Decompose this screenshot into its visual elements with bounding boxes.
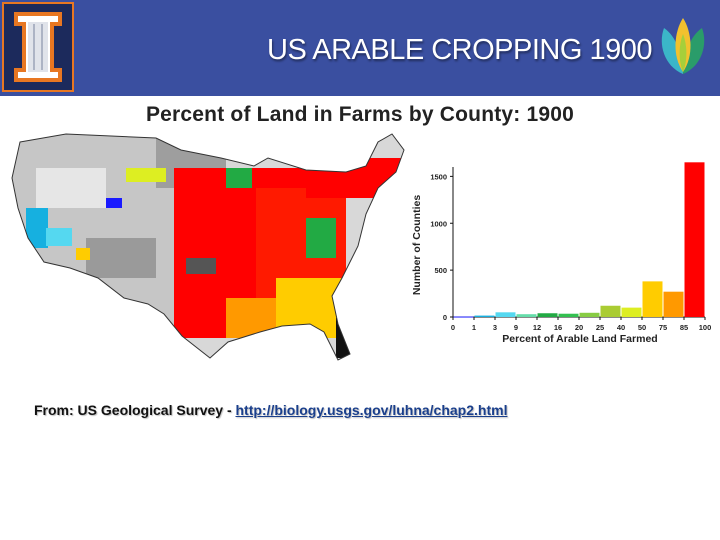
y-axis-label: Number of Counties [411,195,423,295]
x-tick-label: 16 [554,323,562,332]
source-link[interactable]: http://biology.usgs.gov/luhna/chap2.html [235,402,508,418]
x-axis-label: Percent of Arable Land Farmed [502,333,657,345]
source-citation: From: US Geological Survey - http://biol… [34,402,507,418]
source-prefix: From: US Geological Survey - [34,402,236,418]
x-tick-label: 9 [514,323,518,332]
x-tick-label: 85 [680,323,688,332]
leaf-petals-icon [661,18,705,74]
x-tick-label: 100 [699,323,712,332]
figure-title: Percent of Land in Farms by County: 1900 [0,103,720,127]
x-tick-label: 20 [575,323,583,332]
x-tick-label: 3 [493,323,497,332]
x-tick-label: 1 [472,323,476,332]
histogram-bar-9-12 [516,314,537,317]
x-tick-label: 40 [617,323,625,332]
x-tick-label: 25 [596,323,604,332]
x-tick-label: 0 [451,323,455,332]
histogram-bar-40-50 [621,307,642,317]
y-tick-label: 0 [443,313,447,322]
histogram-bar-0-1 [453,316,474,318]
x-tick-label: 12 [533,323,541,332]
histogram-bar-75-85 [663,291,684,317]
us-county-farm-map [11,133,405,361]
x-tick-label: 75 [659,323,667,332]
figure-title-text: Percent of Land in Farms by County: 1900 [145,103,575,126]
slide-header: US ARABLE CROPPING 1900 [0,0,720,96]
histogram-bar-3-9 [495,312,516,317]
x-tick-label: 50 [638,323,646,332]
histogram-bar-1-3 [474,315,495,317]
university-logo [2,2,74,92]
y-tick-label: 500 [434,266,447,275]
y-tick-label: 1000 [430,219,447,228]
histogram-chart: 0 1 3 9 12 16 20 25 40 50 75 85 100 0 500 1000 1500 Per… [411,162,712,345]
histogram-bar-16-20 [558,313,579,317]
histogram-bar-20-25 [579,312,600,317]
histogram-bar-12-16 [537,313,558,317]
histogram-bar-50-75 [642,281,663,317]
slide-title: US ARABLE CROPPING 1900 [267,34,653,66]
histogram-bar-85-100 [684,162,705,317]
histogram-bar-25-40 [600,305,621,317]
y-tick-label: 1500 [430,172,447,181]
illinois-block-i-icon [14,12,62,82]
